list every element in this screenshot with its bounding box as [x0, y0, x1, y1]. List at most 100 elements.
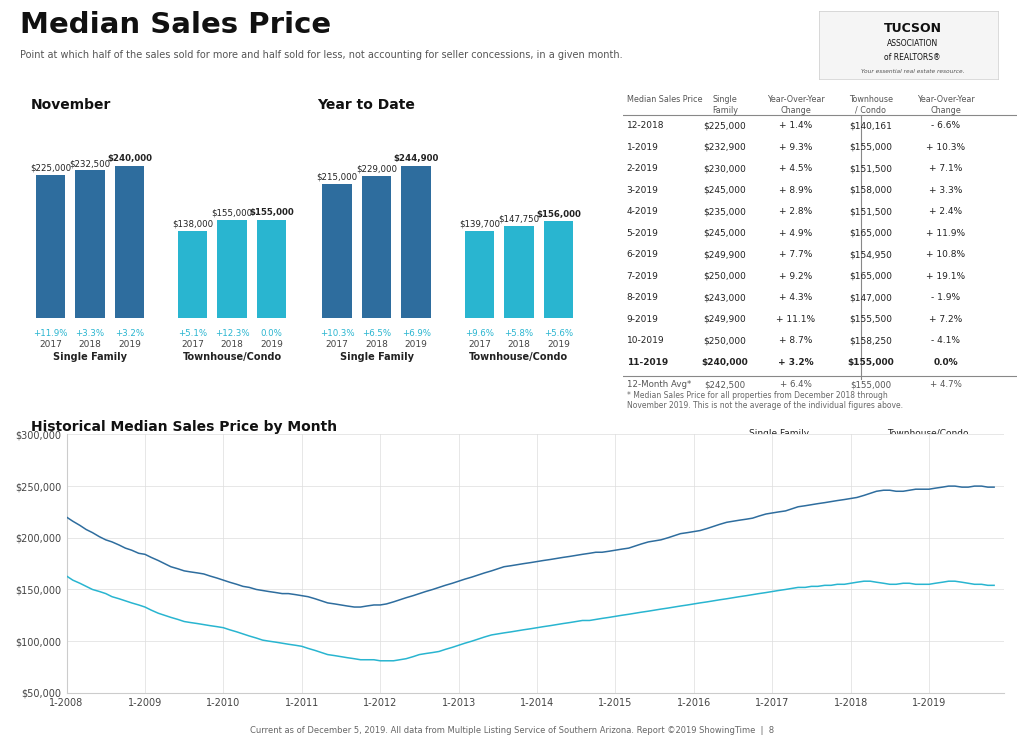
Text: $165,000: $165,000 [850, 272, 893, 281]
Text: Townhouse/Condo: Townhouse/Condo [469, 352, 568, 362]
Text: 12-2018: 12-2018 [627, 121, 664, 130]
Text: +5.6%: +5.6% [544, 329, 573, 338]
Text: + 2.4%: + 2.4% [930, 207, 963, 216]
Text: + 19.1%: + 19.1% [927, 272, 966, 281]
Text: 11-2019: 11-2019 [627, 358, 668, 367]
Text: 4-2019: 4-2019 [627, 207, 658, 216]
Text: $240,000: $240,000 [701, 358, 749, 367]
Text: TUCSON: TUCSON [884, 22, 941, 34]
Text: $229,000: $229,000 [356, 164, 397, 173]
Text: $151,500: $151,500 [850, 207, 893, 216]
Bar [36, 175, 66, 318]
Text: + 2.8%: + 2.8% [779, 207, 813, 216]
Text: + 7.1%: + 7.1% [929, 164, 963, 173]
Text: 2018: 2018 [508, 340, 530, 349]
Text: $165,000: $165,000 [850, 229, 893, 238]
Text: + 4.9%: + 4.9% [779, 229, 813, 238]
Text: $215,000: $215,000 [316, 173, 357, 182]
Text: $155,000: $155,000 [848, 358, 894, 367]
Text: $243,000: $243,000 [703, 294, 746, 303]
Text: Current as of December 5, 2019. All data from Multiple Listing Service of Southe: Current as of December 5, 2019. All data… [250, 726, 774, 735]
Text: 2018: 2018 [79, 340, 101, 349]
Text: $138,000: $138,000 [172, 219, 213, 228]
Text: 0.0%: 0.0% [934, 358, 958, 367]
Bar [323, 184, 352, 318]
Text: Historical Median Sales Price by Month: Historical Median Sales Price by Month [31, 420, 337, 434]
Text: +3.3%: +3.3% [76, 329, 104, 338]
Text: $140,161: $140,161 [850, 121, 892, 130]
Text: Your essential real estate resource.: Your essential real estate resource. [860, 70, 965, 74]
Text: $155,000: $155,000 [850, 380, 892, 389]
Text: Point at which half of the sales sold for more and half sold for less, not accou: Point at which half of the sales sold fo… [20, 50, 624, 61]
Text: 5-2019: 5-2019 [627, 229, 658, 238]
Text: Single
Family: Single Family [712, 95, 738, 115]
Text: $245,000: $245,000 [703, 229, 746, 238]
Text: + 6.4%: + 6.4% [780, 380, 812, 389]
Text: +3.2%: +3.2% [115, 329, 144, 338]
Text: - 4.1%: - 4.1% [932, 336, 961, 345]
Text: $225,000: $225,000 [30, 164, 71, 173]
Text: 2019: 2019 [118, 340, 141, 349]
Text: + 8.9%: + 8.9% [779, 186, 813, 195]
Text: + 7.7%: + 7.7% [779, 250, 813, 259]
Text: +12.3%: +12.3% [215, 329, 250, 338]
Text: 2019: 2019 [260, 340, 283, 349]
Text: 1-2019: 1-2019 [627, 143, 658, 152]
Text: $155,000: $155,000 [212, 208, 253, 217]
Text: Single Family: Single Family [340, 352, 414, 362]
Text: Townhouse/Condo: Townhouse/Condo [182, 352, 282, 362]
Text: + 10.3%: + 10.3% [927, 143, 966, 152]
Text: $244,900: $244,900 [393, 154, 439, 163]
Text: + 8.7%: + 8.7% [779, 336, 813, 345]
Text: 10-2019: 10-2019 [627, 336, 665, 345]
Text: + 9.3%: + 9.3% [779, 143, 813, 152]
Text: 2019: 2019 [547, 340, 569, 349]
Text: + 1.4%: + 1.4% [779, 121, 813, 130]
Text: +6.5%: +6.5% [362, 329, 391, 338]
Text: $250,000: $250,000 [703, 336, 746, 345]
Text: $225,000: $225,000 [703, 121, 746, 130]
Text: 2017: 2017 [468, 340, 490, 349]
Text: Median Sales Price: Median Sales Price [20, 11, 332, 39]
Text: + 11.9%: + 11.9% [927, 229, 966, 238]
Text: +11.9%: +11.9% [33, 329, 68, 338]
Text: 12-Month Avg*: 12-Month Avg* [627, 380, 691, 389]
Text: 2017: 2017 [326, 340, 348, 349]
Text: 2019: 2019 [404, 340, 428, 349]
Text: + 3.2%: + 3.2% [778, 358, 814, 367]
Text: Townhouse/Condo: Townhouse/Condo [887, 428, 969, 437]
Bar [75, 171, 104, 318]
Bar [257, 219, 287, 318]
Bar [217, 219, 247, 318]
Text: - 6.6%: - 6.6% [931, 121, 961, 130]
Text: + 11.1%: + 11.1% [776, 315, 816, 324]
Bar [361, 175, 391, 318]
Bar [465, 231, 495, 318]
Text: 2018: 2018 [366, 340, 388, 349]
Text: 3-2019: 3-2019 [627, 186, 658, 195]
Text: $158,250: $158,250 [850, 336, 892, 345]
Text: $235,000: $235,000 [703, 207, 746, 216]
Text: of REALTORS®: of REALTORS® [884, 52, 941, 61]
Text: 2017: 2017 [39, 340, 61, 349]
Text: $156,000: $156,000 [536, 210, 581, 219]
Text: 6-2019: 6-2019 [627, 250, 658, 259]
Text: $154,950: $154,950 [850, 250, 892, 259]
Text: $249,900: $249,900 [703, 315, 746, 324]
Text: Townhouse
/ Condo: Townhouse / Condo [849, 95, 893, 115]
Bar [401, 166, 431, 318]
Text: $232,500: $232,500 [70, 159, 111, 168]
Text: Single Family: Single Family [749, 428, 809, 437]
Text: $240,000: $240,000 [106, 154, 152, 163]
Text: Single Family: Single Family [53, 352, 127, 362]
Text: + 3.3%: + 3.3% [929, 186, 963, 195]
Text: +9.6%: +9.6% [465, 329, 494, 338]
Text: +5.1%: +5.1% [178, 329, 207, 338]
Text: $250,000: $250,000 [703, 272, 746, 281]
Text: +6.9%: +6.9% [401, 329, 431, 338]
Text: $147,750: $147,750 [499, 215, 540, 224]
Text: $245,000: $245,000 [703, 186, 746, 195]
Text: +5.8%: +5.8% [504, 329, 534, 338]
Text: $242,500: $242,500 [705, 380, 745, 389]
Text: Year-Over-Year
Change: Year-Over-Year Change [918, 95, 975, 115]
